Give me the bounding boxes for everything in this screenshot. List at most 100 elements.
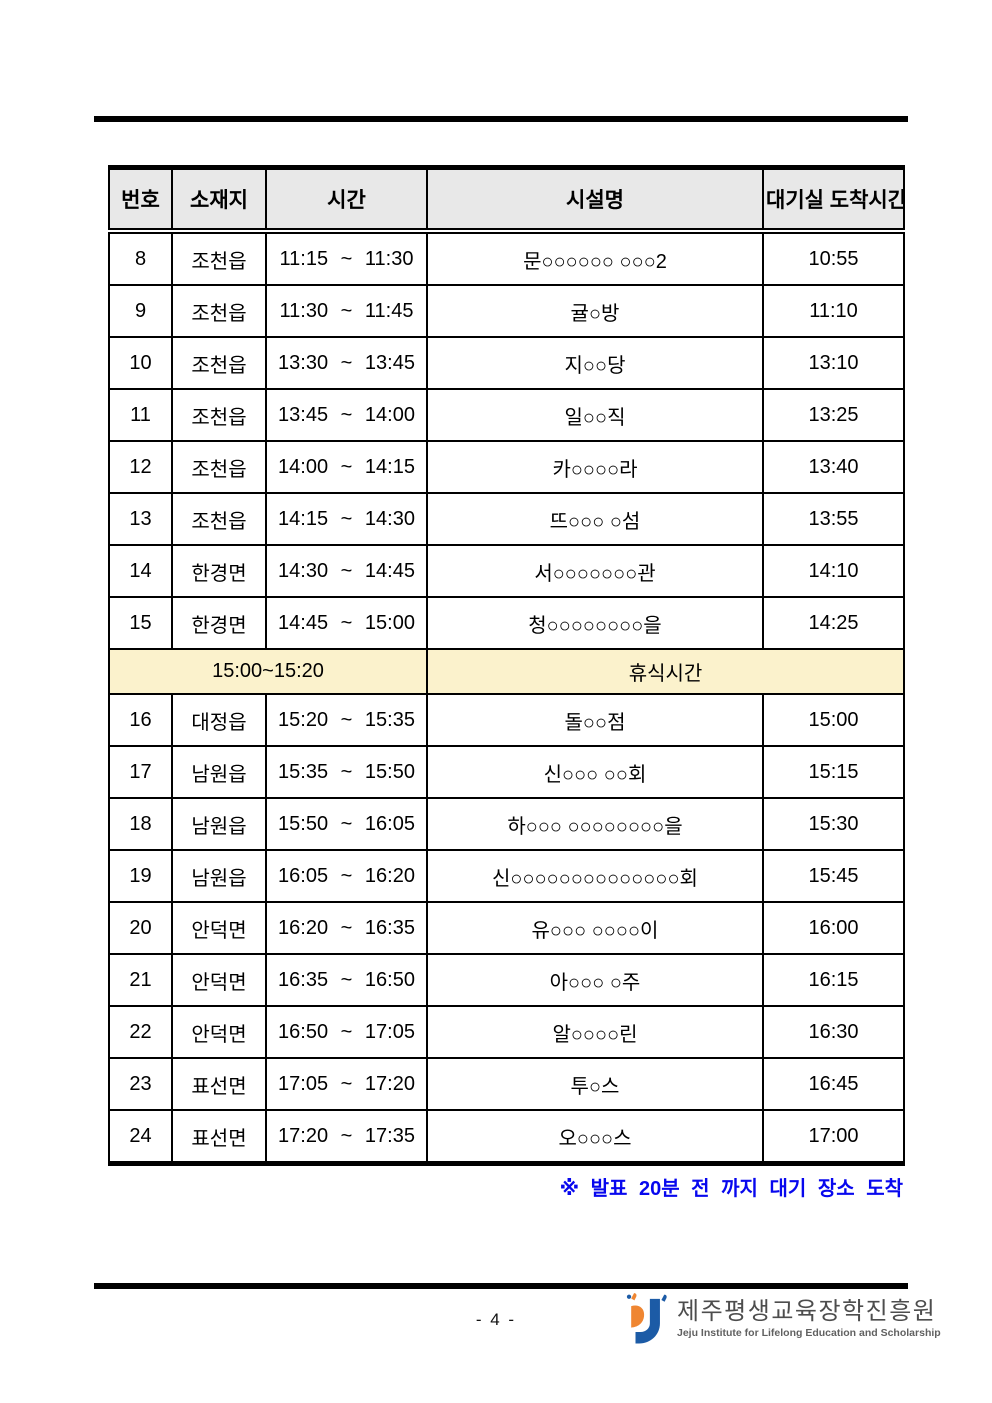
header-no: 번호 — [108, 166, 173, 234]
cell-location: 대정읍 — [171, 693, 267, 747]
cell-arrival: 14:25 — [762, 596, 905, 650]
cell-arrival: 15:00 — [762, 693, 905, 747]
cell-facility: 청○○○○○○○○을 — [426, 596, 764, 650]
cell-no: 10 — [108, 336, 173, 390]
cell-arrival: 15:30 — [762, 797, 905, 851]
cell-time: 16:50 ~ 17:05 — [265, 1005, 428, 1059]
cell-time: 16:05 ~ 16:20 — [265, 849, 428, 903]
cell-time: 14:30 ~ 14:45 — [265, 544, 428, 598]
table-row: 13 조천읍 14:15 ~ 14:30 뜨○○○ ○섬 13:55 — [108, 492, 905, 546]
cell-location: 조천읍 — [171, 440, 267, 494]
table-row: 8 조천읍 11:15 ~ 11:30 문○○○○○○ ○○○2 10:55 — [108, 230, 905, 286]
cell-location: 한경면 — [171, 596, 267, 650]
header-arrival: 대기실 도착시간 — [762, 166, 905, 234]
table-header-row: 번호 소재지 시간 시설명 대기실 도착시간 — [108, 166, 905, 234]
cell-no: 24 — [108, 1109, 173, 1165]
table-row: 19 남원읍 16:05 ~ 16:20 신○○○○○○○○○○○○○○회 15… — [108, 849, 905, 903]
cell-facility: 돌○○점 — [426, 693, 764, 747]
cell-time: 17:05 ~ 17:20 — [265, 1057, 428, 1111]
break-label: 휴식시간 — [426, 648, 905, 695]
top-horizontal-rule — [94, 116, 908, 122]
cell-arrival: 13:10 — [762, 336, 905, 390]
cell-time: 15:20 ~ 15:35 — [265, 693, 428, 747]
cell-location: 안덕면 — [171, 1005, 267, 1059]
institute-name-english: Jeju Institute for Lifelong Education an… — [677, 1327, 941, 1340]
table-row: 17 남원읍 15:35 ~ 15:50 신○○○ ○○회 15:15 — [108, 745, 905, 799]
cell-location: 조천읍 — [171, 284, 267, 338]
header-location: 소재지 — [171, 166, 267, 234]
header-time: 시간 — [265, 166, 428, 234]
cell-facility: 뜨○○○ ○섬 — [426, 492, 764, 546]
table-row: 21 안덕면 16:35 ~ 16:50 아○○○ ○주 16:15 — [108, 953, 905, 1007]
cell-facility: 문○○○○○○ ○○○2 — [426, 230, 764, 286]
cell-location: 표선면 — [171, 1057, 267, 1111]
cell-location: 한경면 — [171, 544, 267, 598]
cell-time: 14:45 ~ 15:00 — [265, 596, 428, 650]
cell-time: 15:35 ~ 15:50 — [265, 745, 428, 799]
cell-time: 13:30 ~ 13:45 — [265, 336, 428, 390]
cell-no: 12 — [108, 440, 173, 494]
cell-time: 11:30 ~ 11:45 — [265, 284, 428, 338]
table-row: 22 안덕면 16:50 ~ 17:05 알○○○○린 16:30 — [108, 1005, 905, 1059]
cell-no: 18 — [108, 797, 173, 851]
table-row: 9 조천읍 11:30 ~ 11:45 귤○방 11:10 — [108, 284, 905, 338]
cell-facility: 유○○○ ○○○○이 — [426, 901, 764, 955]
cell-time: 13:45 ~ 14:00 — [265, 388, 428, 442]
table-row: 10 조천읍 13:30 ~ 13:45 지○○당 13:10 — [108, 336, 905, 390]
cell-time: 11:15 ~ 11:30 — [265, 230, 428, 286]
cell-location: 안덕면 — [171, 953, 267, 1007]
cell-no: 14 — [108, 544, 173, 598]
table-row: 15 한경면 14:45 ~ 15:00 청○○○○○○○○을 14:25 — [108, 596, 905, 650]
table-row: 11 조천읍 13:45 ~ 14:00 일○○직 13:25 — [108, 388, 905, 442]
footer-horizontal-rule — [94, 1283, 908, 1289]
cell-arrival: 13:55 — [762, 492, 905, 546]
table-row: 20 안덕면 16:20 ~ 16:35 유○○○ ○○○○이 16:00 — [108, 901, 905, 955]
cell-no: 17 — [108, 745, 173, 799]
arrival-note: ※ 발표 20분 전 까지 대기 장소 도착 — [559, 1178, 903, 1200]
cell-location: 남원읍 — [171, 745, 267, 799]
cell-location: 남원읍 — [171, 797, 267, 851]
cell-arrival: 16:45 — [762, 1057, 905, 1111]
cell-facility: 일○○직 — [426, 388, 764, 442]
cell-facility: 신○○○ ○○회 — [426, 745, 764, 799]
cell-no: 22 — [108, 1005, 173, 1059]
cell-location: 조천읍 — [171, 336, 267, 390]
cell-facility: 오○○○스 — [426, 1109, 764, 1165]
cell-time: 17:20 ~ 17:35 — [265, 1109, 428, 1165]
cell-arrival: 16:15 — [762, 953, 905, 1007]
cell-arrival: 15:45 — [762, 849, 905, 903]
institute-logo-text: 제주평생교육장학진흥원 Jeju Institute for Lifelong … — [677, 1298, 941, 1340]
cell-location: 표선면 — [171, 1109, 267, 1165]
cell-location: 안덕면 — [171, 901, 267, 955]
schedule-table: 번호 소재지 시간 시설명 대기실 도착시간 8 조천읍 11:15 ~ 11:… — [108, 165, 905, 1166]
cell-arrival: 13:25 — [762, 388, 905, 442]
institute-logo: 제주평생교육장학진흥원 Jeju Institute for Lifelong … — [624, 1290, 941, 1348]
cell-arrival: 10:55 — [762, 230, 905, 286]
cell-time: 16:20 ~ 16:35 — [265, 901, 428, 955]
cell-no: 16 — [108, 693, 173, 747]
table-row: 12 조천읍 14:00 ~ 14:15 카○○○○라 13:40 — [108, 440, 905, 494]
cell-no: 13 — [108, 492, 173, 546]
cell-facility: 알○○○○린 — [426, 1005, 764, 1059]
cell-arrival: 13:40 — [762, 440, 905, 494]
cell-no: 20 — [108, 901, 173, 955]
cell-facility: 하○○○ ○○○○○○○○을 — [426, 797, 764, 851]
page-number: - 4 - — [475, 1310, 517, 1329]
cell-no: 11 — [108, 388, 173, 442]
cell-location: 조천읍 — [171, 492, 267, 546]
table-row: 24 표선면 17:20 ~ 17:35 오○○○스 17:00 — [108, 1109, 905, 1165]
cell-no: 19 — [108, 849, 173, 903]
cell-arrival: 15:15 — [762, 745, 905, 799]
cell-arrival: 16:00 — [762, 901, 905, 955]
cell-location: 남원읍 — [171, 849, 267, 903]
cell-facility: 신○○○○○○○○○○○○○○회 — [426, 849, 764, 903]
break-row: 15:00~15:20 휴식시간 — [108, 648, 905, 695]
table-row: 16 대정읍 15:20 ~ 15:35 돌○○점 15:00 — [108, 693, 905, 747]
table-row: 23 표선면 17:05 ~ 17:20 투○스 16:45 — [108, 1057, 905, 1111]
table-row: 14 한경면 14:30 ~ 14:45 서○○○○○○○관 14:10 — [108, 544, 905, 598]
cell-arrival: 11:10 — [762, 284, 905, 338]
cell-no: 23 — [108, 1057, 173, 1111]
cell-location: 조천읍 — [171, 230, 267, 286]
cell-time: 14:00 ~ 14:15 — [265, 440, 428, 494]
